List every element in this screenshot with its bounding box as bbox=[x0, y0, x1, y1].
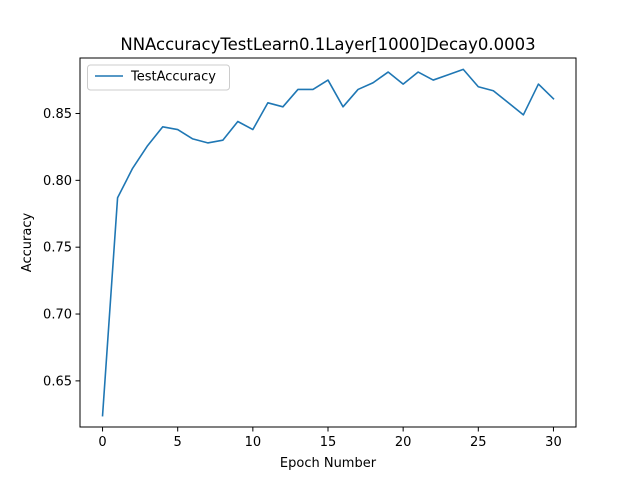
legend: TestAccuracy bbox=[87, 64, 230, 91]
y-tick-label: 0.70 bbox=[43, 308, 72, 323]
x-tick-label: 0 bbox=[98, 435, 106, 450]
x-tick-label: 25 bbox=[470, 435, 487, 450]
x-axis-label: Epoch Number bbox=[280, 456, 377, 471]
y-tick-label: 0.65 bbox=[43, 374, 72, 389]
plot-area bbox=[101, 68, 555, 417]
y-tick-label: 0.75 bbox=[43, 241, 72, 256]
axes-frame bbox=[79, 57, 577, 428]
x-tick-label: 20 bbox=[395, 435, 412, 450]
y-tick-label: 0.80 bbox=[43, 174, 72, 189]
y-tick-label: 0.85 bbox=[43, 107, 72, 122]
x-tick-label: 15 bbox=[320, 435, 337, 450]
axis-ticks: 0 5 10 15 20 25 30 0.65 0.70 0.75 0.80 0.85 bbox=[43, 107, 562, 450]
x-tick-label: 30 bbox=[545, 435, 562, 450]
legend-box bbox=[87, 64, 230, 91]
legend-label-testaccuracy: TestAccuracy bbox=[130, 70, 216, 85]
x-tick-label: 10 bbox=[245, 435, 262, 450]
series-line-testaccuracy bbox=[101, 68, 555, 417]
x-tick-label: 5 bbox=[174, 435, 182, 450]
y-axis-label: Accuracy bbox=[20, 213, 35, 273]
chart-title: NNAccuracyTestLearn0.1Layer[1000]Decay0.… bbox=[120, 35, 535, 54]
